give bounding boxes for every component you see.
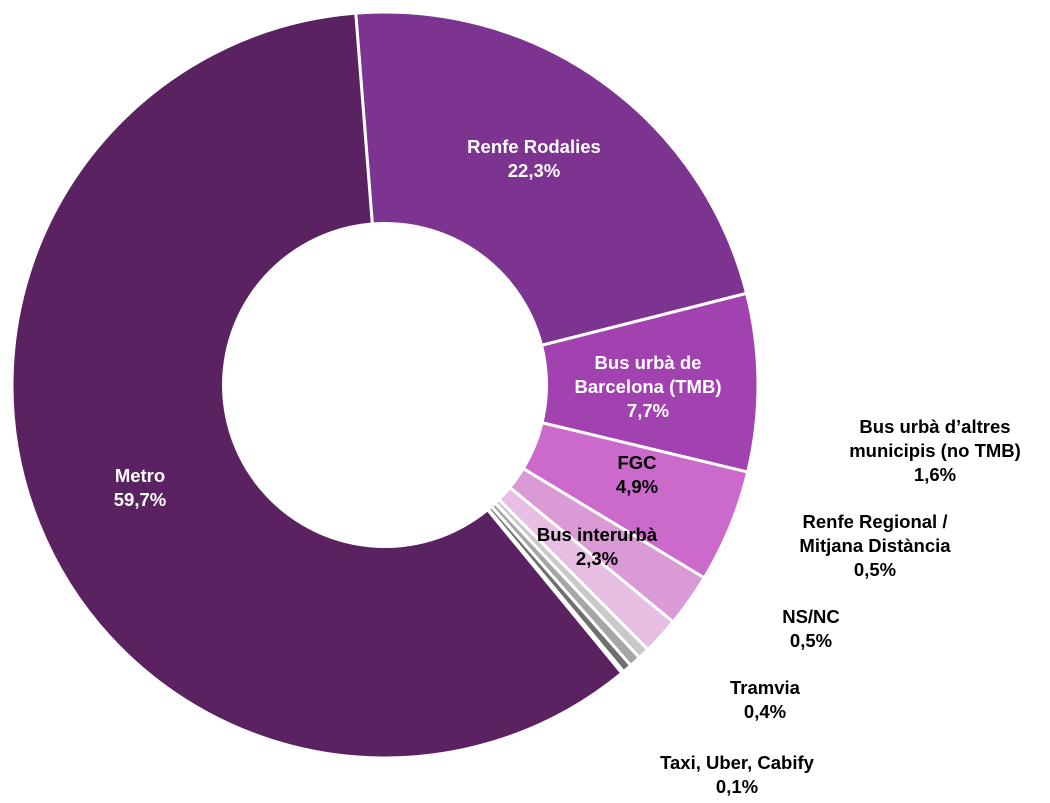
slice-label-line: Renfe Regional /: [803, 511, 948, 532]
slice-label-line: Renfe Rodalies: [467, 136, 601, 157]
slice-label-line: Bus urbà de: [595, 352, 702, 373]
slice-label-line: 4,9%: [616, 476, 658, 497]
slice-label-line: Barcelona (TMB): [575, 376, 722, 397]
slice-label-line: 0,4%: [744, 701, 786, 722]
slice-label-line: Mitjana Distància: [799, 535, 951, 556]
slice-bus-urba-de-barcelona-tmb: [383, 291, 760, 474]
slice-label-renfe-regional-mitjana-distancia: Renfe Regional / Mitjana Distància 0,5%: [799, 511, 951, 580]
slice-label-line: 0,5%: [854, 559, 896, 580]
slice-label-line: municipis (no TMB): [849, 440, 1021, 461]
slice-label-metro: Metro 59,7%: [114, 465, 166, 510]
slice-label-line: Bus interurbà: [537, 524, 658, 545]
slice-label-line: Tramvia: [730, 677, 801, 698]
slice-label-tramvia: Tramvia 0,4%: [730, 677, 801, 722]
slice-label-line: Bus urbà d’altres: [859, 416, 1010, 437]
slice-label-renfe-rodalies: Renfe Rodalies 22,3%: [467, 136, 601, 181]
slice-label-line: 1,6%: [914, 464, 956, 485]
slice-label-bus-urba-d-altres-municipis-no-tmb: Bus urbà d’altres municipis (no TMB) 1,6%: [849, 416, 1021, 485]
slice-label-line: 59,7%: [114, 489, 166, 510]
slice-label-bus-urba-de-barcelona-tmb: Bus urbà de Barcelona (TMB) 7,7%: [575, 352, 722, 421]
slice-label-line: 0,5%: [790, 630, 832, 651]
slice-label-line: Taxi, Uber, Cabify: [660, 752, 815, 773]
slice-label-line: 0,1%: [716, 776, 758, 797]
donut-hole: [222, 222, 548, 548]
slice-label-fgc: FGC 4,9%: [616, 452, 658, 497]
slice-label-line: FGC: [617, 452, 656, 473]
slice-label-line: 22,3%: [508, 160, 560, 181]
slice-label-line: Metro: [115, 465, 165, 486]
slice-label-ns-nc: NS/NC 0,5%: [782, 606, 840, 651]
slice-label-line: 2,3%: [576, 548, 618, 569]
chart-labels: Renfe Rodalies 22,3% Bus urbà de Barcelona …: [114, 136, 1021, 797]
slice-label-bus-interurba: Bus interurbà 2,3%: [537, 524, 658, 569]
slice-label-line: NS/NC: [782, 606, 840, 627]
slice-label-taxi-uber-cabify: Taxi, Uber, Cabify 0,1%: [660, 752, 815, 797]
slice-label-line: 7,7%: [627, 400, 669, 421]
